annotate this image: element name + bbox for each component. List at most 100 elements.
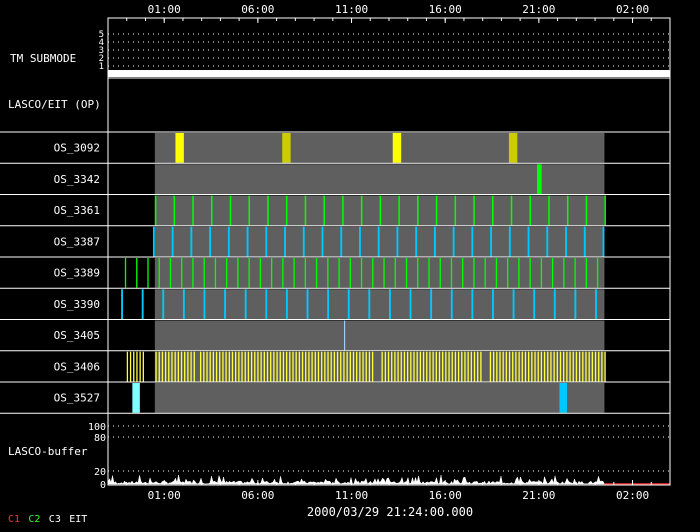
sequence-event-mark [171,351,173,382]
sequence-event-mark [389,289,391,319]
sequence-event-mark [263,351,265,382]
sequence-event-mark [473,195,475,226]
sequence-event-mark [450,258,453,288]
sequence-event-mark [379,195,382,226]
sequence-event-mark [515,351,517,382]
sequence-event-mark [553,289,556,319]
sequence-event-mark [477,351,479,382]
sequence-event-mark [133,351,135,382]
sequence-event-mark [225,351,227,382]
top-tick-label: 01:00 [148,3,181,16]
sequence-event-mark [344,320,346,351]
sequence-event-mark [397,351,399,382]
sequence-event-mark [323,195,325,226]
os-row: OS_3527 [0,381,670,413]
sequence-event-mark [293,258,295,288]
row-label: OS_3361 [54,204,100,217]
sequence-event-mark [473,258,475,288]
sequence-event-mark [190,351,192,382]
sequence-event-mark [371,351,374,382]
sequence-event-mark [136,351,138,382]
sequence-event-mark [394,258,396,288]
sequence-event-mark [419,351,422,382]
sequence-event-mark [285,351,288,382]
sequence-event-mark [360,195,363,226]
sequence-event-mark [304,195,307,226]
sequence-event-mark [450,289,453,319]
sequence-event-mark [381,351,383,382]
lasco-eit-header: LASCO/EIT (OP) [8,77,670,111]
sequence-event-mark [301,351,304,382]
sequence-event-mark [238,351,240,382]
row-active-period [154,320,605,351]
sequence-event-mark [433,226,436,257]
sequence-event-mark [430,289,433,319]
sequence-event-mark [582,351,584,382]
sequence-event-mark [244,351,246,382]
sequence-event-mark [340,351,342,382]
sequence-event-mark [158,351,160,382]
sequence-event-mark [169,258,172,288]
sequence-event-mark [602,226,605,257]
sequence-event-mark [553,351,555,382]
sequence-event-mark [362,351,364,382]
sequence-event-mark [276,351,278,382]
sequence-event-mark [241,351,243,382]
sequence-event-mark [270,351,272,382]
sequence-event-mark [510,195,513,226]
sequence-event-mark [192,195,194,226]
buffer-gridline-label: 100 [88,422,106,433]
sequence-event-mark [405,258,408,288]
bottom-tick-label: 01:00 [148,489,181,502]
sequence-event-mark [394,351,396,382]
sequence-event-mark [147,258,149,288]
sequence-event-mark [139,351,141,382]
row-active-period [154,258,605,288]
sequence-event-mark [604,195,606,226]
sequence-event-mark [246,226,249,257]
sequence-event-mark [282,351,285,382]
top-tick-label: 16:00 [429,3,462,16]
sequence-event-mark [267,195,269,226]
sequence-event-mark [227,226,230,257]
sequence-event-mark [203,351,205,382]
sequence-event-mark [174,351,176,382]
sequence-event-mark [396,226,399,257]
sequence-event-mark [209,226,212,257]
row-active-period [154,289,605,319]
row-active-period [154,383,605,413]
sequence-event-mark [547,351,549,382]
sequence-event-mark [124,258,127,288]
sequence-event-mark [222,351,224,382]
instrument-legend: C1 C2 C3 EIT [8,514,87,525]
sequence-event-mark [566,195,569,226]
row-label: OS_3389 [54,267,100,280]
sequence-event-mark [496,351,498,382]
sequence-event-mark [224,289,227,319]
sequence-event-mark [298,351,301,382]
sequence-event-mark [338,258,340,288]
sequence-event-mark [585,258,588,288]
submode-level-label: 4 [99,38,104,48]
sequence-event-mark [595,289,597,319]
sequence-event-mark [596,258,599,288]
lasco-buffer-label: LASCO-buffer [8,445,88,458]
sequence-event-mark [320,351,323,382]
sequence-event-mark [352,351,355,382]
sequence-event-mark [462,258,464,288]
sequence-event-mark [302,226,305,257]
row-label: OS_3342 [54,173,100,186]
submode-level-label: 1 [99,62,104,72]
bottom-tick-label: 11:00 [335,489,368,502]
sequence-event-mark [306,289,309,319]
row-label: OS_3390 [54,298,100,311]
sequence-event-mark [524,351,527,382]
sequence-event-mark [266,351,269,382]
sequence-event-mark [327,289,330,319]
row-active-period [154,226,605,257]
sequence-event-mark [279,351,281,382]
sequence-event-mark [529,258,531,288]
sequence-event-mark [569,351,571,382]
sequence-event-mark [206,351,208,382]
sequence-event-mark [259,258,262,288]
